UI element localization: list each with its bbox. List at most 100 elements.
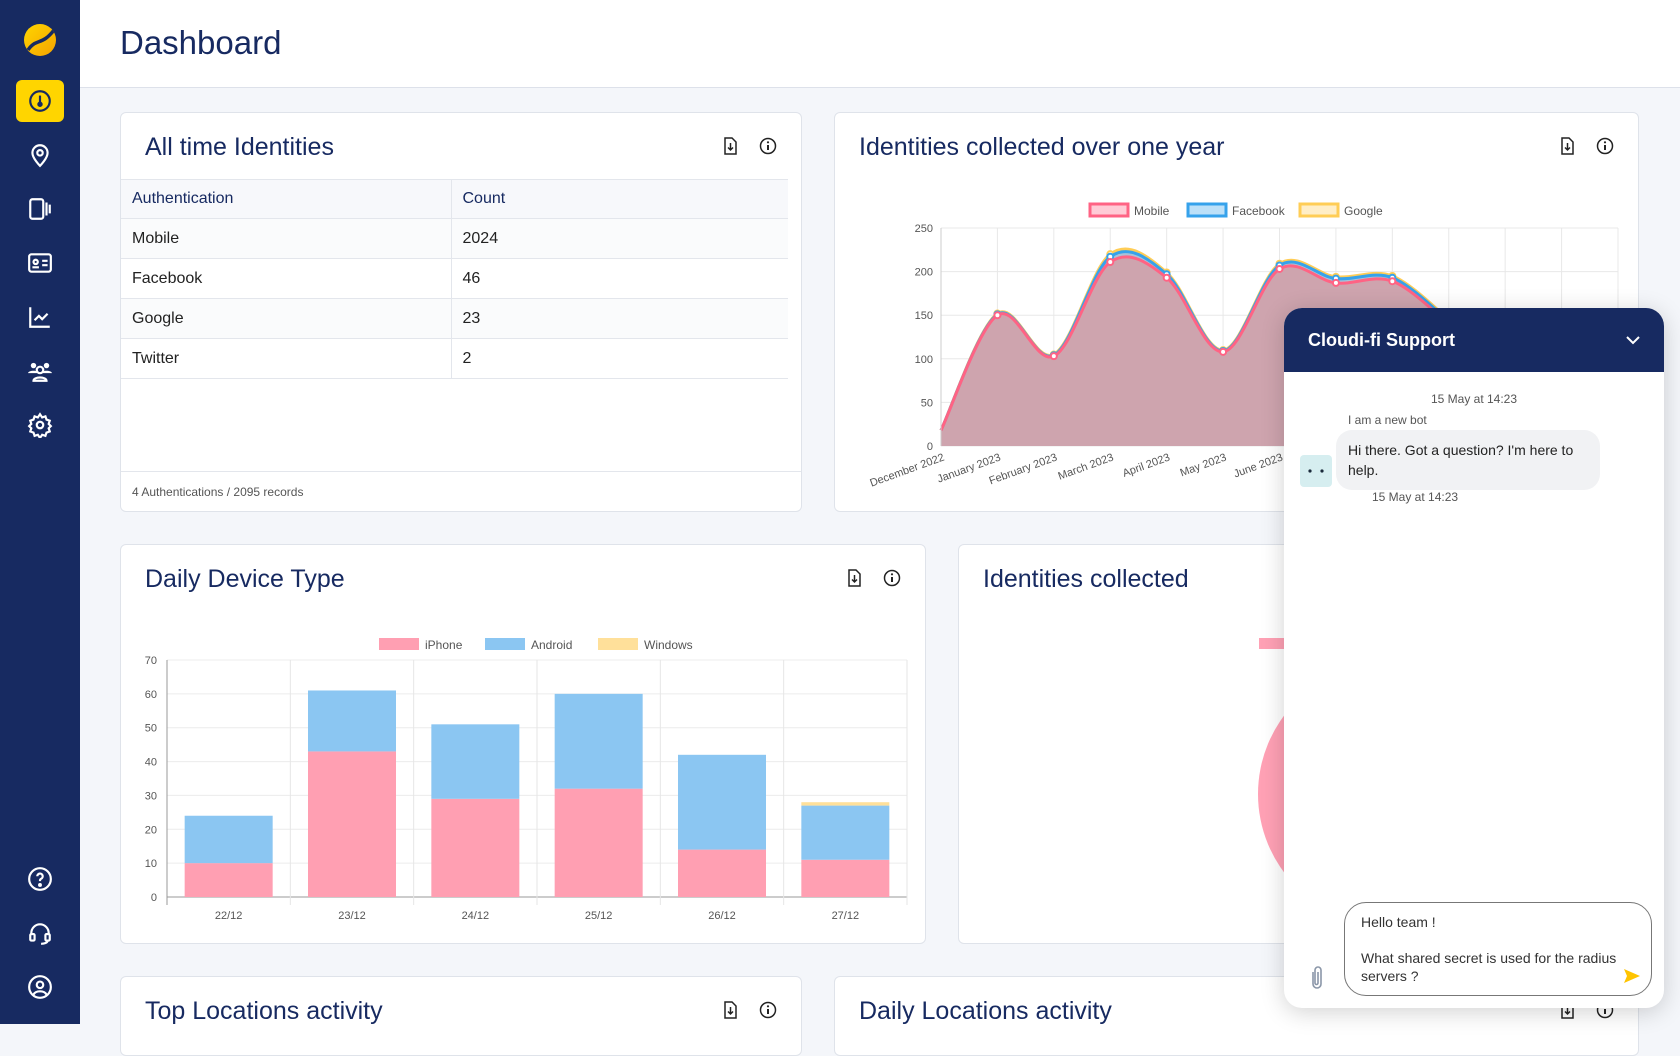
data-point xyxy=(993,311,1002,320)
x-tick-label: December 2022 xyxy=(868,452,946,490)
info-icon[interactable] xyxy=(759,1001,777,1019)
x-tick-label: 27/12 xyxy=(832,910,860,922)
sidebar-item-analytics[interactable] xyxy=(16,296,64,338)
cell: Mobile xyxy=(121,218,452,259)
data-point xyxy=(1106,258,1115,267)
y-tick-label: 20 xyxy=(145,824,157,836)
y-tick-label: 100 xyxy=(915,354,933,366)
table-row: Facebook 46 xyxy=(121,258,788,299)
y-tick-label: 250 xyxy=(915,223,933,235)
bar-windows xyxy=(801,802,890,806)
data-point xyxy=(1219,347,1228,356)
column-header[interactable]: Count xyxy=(451,179,788,219)
message-time: 15 May at 14:23 xyxy=(1372,490,1459,504)
sidebar-item-users[interactable] xyxy=(16,350,64,392)
sidebar-item-devices[interactable] xyxy=(16,188,64,230)
logo[interactable] xyxy=(24,24,56,56)
legend-swatch xyxy=(1186,202,1228,218)
chat-timestamp: 15 May at 14:23 xyxy=(1430,392,1518,406)
id-card-icon xyxy=(28,253,52,273)
cell: 2024 xyxy=(451,218,788,259)
sidebar-item-dashboard[interactable] xyxy=(16,80,64,122)
legend-label: iPhone xyxy=(425,638,463,652)
column-header[interactable]: Authentication xyxy=(121,179,452,219)
bar-android xyxy=(801,805,890,860)
user-circle-icon xyxy=(28,975,52,999)
info-icon[interactable] xyxy=(1596,137,1614,155)
x-tick-label: April 2023 xyxy=(1121,452,1172,480)
y-tick-label: 60 xyxy=(145,689,157,701)
legend-label: Windows xyxy=(644,638,693,652)
page-title: Dashboard xyxy=(120,24,282,61)
map-pin-icon xyxy=(31,144,49,168)
export-icon[interactable] xyxy=(721,137,739,155)
sidebar-item-locations[interactable] xyxy=(16,134,64,176)
support-chat-widget: Cloudi-fi Support 15 May at 14:23 I am a… xyxy=(1284,308,1664,1008)
bar-android xyxy=(184,815,273,864)
info-icon[interactable] xyxy=(883,569,901,587)
bot-avatar xyxy=(1300,455,1332,487)
info-icon[interactable] xyxy=(759,137,777,155)
y-tick-label: 50 xyxy=(921,397,933,409)
chat-title: Cloudi-fi Support xyxy=(1308,329,1455,350)
message-input[interactable]: Hello team ! What shared secret is used … xyxy=(1344,902,1652,996)
y-tick-label: 30 xyxy=(145,790,157,802)
export-icon[interactable] xyxy=(845,569,863,587)
card-title: Daily Device Type xyxy=(145,565,345,593)
bar-iphone xyxy=(554,788,643,897)
table-row: Twitter 2 xyxy=(121,338,788,379)
line-chart-icon xyxy=(29,307,50,328)
y-tick-label: 50 xyxy=(145,723,157,735)
series-line-mobile xyxy=(939,255,1450,431)
gauge-icon xyxy=(29,90,51,112)
bar-iphone xyxy=(184,863,273,897)
paperclip-icon[interactable] xyxy=(1308,964,1326,990)
data-point xyxy=(1388,277,1397,286)
legend-label: Mobile xyxy=(1134,204,1170,218)
bot-message: Hi there. Got a question? I'm here to he… xyxy=(1336,430,1600,490)
sidebar-item-help[interactable] xyxy=(16,858,64,900)
chat-header[interactable]: Cloudi-fi Support xyxy=(1284,308,1664,372)
sidebar-item-identities[interactable] xyxy=(16,242,64,284)
sidebar-item-account[interactable] xyxy=(16,966,64,1008)
legend-swatch xyxy=(1298,202,1340,218)
y-tick-label: 150 xyxy=(915,310,933,322)
cell: Google xyxy=(121,298,452,339)
sidebar-item-settings[interactable] xyxy=(16,404,64,446)
chevron-down-icon[interactable] xyxy=(1624,331,1642,349)
cell: Twitter xyxy=(121,338,452,379)
cell: Facebook xyxy=(121,258,452,299)
send-icon[interactable] xyxy=(1624,969,1640,983)
export-icon[interactable] xyxy=(1558,137,1576,155)
y-tick-label: 200 xyxy=(915,267,933,279)
cell: 46 xyxy=(451,258,788,299)
x-tick-label: 25/12 xyxy=(585,910,613,922)
card-title: Identities collected xyxy=(983,565,1189,593)
table-footer: 4 Authentications / 2095 records xyxy=(121,471,801,511)
x-tick-label: 26/12 xyxy=(708,910,736,922)
bar-android xyxy=(678,754,766,850)
x-tick-label: 22/12 xyxy=(215,910,243,922)
table-row: Google 23 xyxy=(121,298,788,339)
legend-swatch xyxy=(1088,202,1130,218)
sidebar-item-support[interactable] xyxy=(16,912,64,954)
bar-android xyxy=(431,724,520,799)
legend-swatch xyxy=(379,638,419,650)
gear-icon xyxy=(27,412,53,438)
all-time-identities-card: All time Identities Authentication Count … xyxy=(120,112,802,512)
y-tick-label: 70 xyxy=(145,655,157,667)
bar-iphone xyxy=(801,859,890,897)
bar-android xyxy=(308,690,396,752)
legend-swatch xyxy=(485,638,525,650)
daily-device-card: Daily Device Type 0 10 20 30 40 50 60 70 22/12 23… xyxy=(120,544,926,944)
export-icon[interactable] xyxy=(721,1001,739,1019)
legend-label: Facebook xyxy=(1232,204,1286,218)
device-icon xyxy=(29,198,51,220)
data-point xyxy=(1275,264,1284,273)
bar-iphone xyxy=(678,849,766,897)
identities-table: Authentication Count Mobile 2024 Facebook 4… xyxy=(121,179,788,379)
bot-name: I am a new bot xyxy=(1348,413,1427,427)
card-title: Daily Locations activity xyxy=(859,997,1112,1025)
data-point xyxy=(1331,278,1340,287)
sidebar xyxy=(0,0,80,1024)
